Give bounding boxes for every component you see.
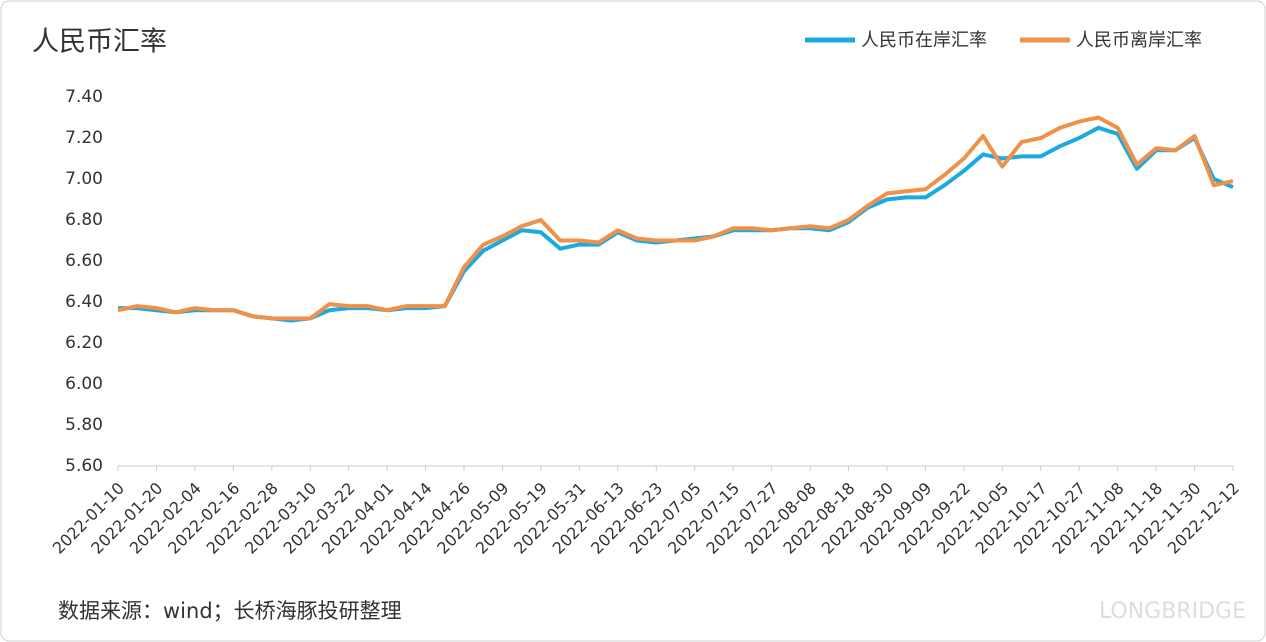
y-tick-label: 7.40 bbox=[65, 87, 103, 107]
y-tick-label: 5.60 bbox=[65, 456, 103, 476]
brand-watermark: LONGBRIDGE bbox=[1099, 599, 1246, 624]
y-tick-label: 6.60 bbox=[65, 251, 103, 271]
y-tick-label: 7.00 bbox=[65, 169, 103, 189]
y-tick-label: 7.20 bbox=[65, 128, 103, 148]
y-tick-label: 6.20 bbox=[65, 333, 103, 353]
series-line bbox=[117, 115, 1234, 321]
y-tick-label: 6.80 bbox=[65, 210, 103, 230]
legend-label: 人民币在岸汇率 bbox=[861, 30, 987, 51]
legend-label: 人民币离岸汇率 bbox=[1076, 30, 1202, 51]
chart-title: 人民币汇率 bbox=[32, 27, 167, 58]
y-tick-label: 6.00 bbox=[65, 374, 103, 394]
y-tick-label: 6.40 bbox=[65, 292, 103, 312]
y-tick-label: 5.80 bbox=[65, 415, 103, 435]
source-note: 数据来源：wind；长桥海豚投研整理 bbox=[58, 599, 402, 623]
